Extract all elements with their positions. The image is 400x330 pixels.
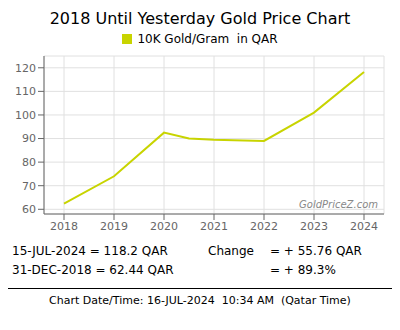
svg-text:2018: 2018 (50, 220, 78, 233)
svg-text:60: 60 (22, 203, 36, 216)
svg-text:70: 70 (22, 180, 36, 193)
html-text:Chart Date/Time: 16-JUL-2024 1: Chart Date/Time: 16-JUL-2024 10:34 AM (Q… (49, 294, 351, 307)
svg-text:2020: 2020 (150, 220, 178, 233)
svg-text:90: 90 (22, 132, 36, 145)
svg-text:2023: 2023 (300, 220, 328, 233)
html-text:2018 Until Yesterday Gold Pric: 2018 Until Yesterday Gold Price Chart (49, 9, 351, 28)
svg-text:110: 110 (15, 85, 36, 98)
svg-text:120: 120 (15, 62, 36, 75)
svg-text:100: 100 (15, 109, 36, 122)
html-text:= + 55.76 QAR: = + 55.76 QAR (270, 244, 362, 258)
html-text:GoldPriceZ.com: GoldPriceZ.com (299, 199, 378, 210)
html-text:10K Gold/Gram in QAR: 10K Gold/Gram in QAR (137, 32, 278, 46)
svg-text:2019: 2019 (100, 220, 128, 233)
html-text:31-DEC-2018 = 62.44 QAR: 31-DEC-2018 = 62.44 QAR (12, 263, 174, 277)
html-text:15-JUL-2024 = 118.2 QAR: 15-JUL-2024 = 118.2 QAR (12, 244, 168, 258)
svg-text:80: 80 (22, 156, 36, 169)
svg-text:2022: 2022 (250, 220, 278, 233)
html-text:= + 89.3%: = + 89.3% (270, 263, 336, 277)
svg-text:2021: 2021 (200, 220, 228, 233)
svg-text:2024: 2024 (350, 220, 378, 233)
html-text:Change: Change (208, 244, 254, 258)
